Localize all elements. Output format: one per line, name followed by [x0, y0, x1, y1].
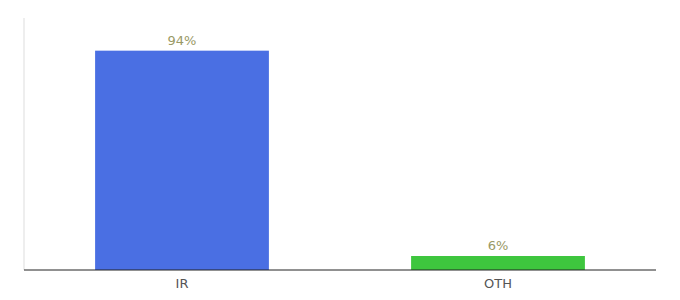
- bars: [95, 51, 585, 270]
- bar: [95, 51, 269, 270]
- chart-container: 94% 6% IR OTH: [0, 0, 680, 300]
- chart: 94% 6% IR OTH: [0, 0, 680, 300]
- bar: [411, 256, 585, 270]
- y-axis-line: [24, 18, 25, 270]
- x-tick-label: IR: [176, 276, 189, 291]
- data-label: 94%: [168, 33, 197, 48]
- x-axis-line: [24, 270, 656, 271]
- data-label: 6%: [488, 238, 509, 253]
- x-tick-label: OTH: [484, 276, 512, 291]
